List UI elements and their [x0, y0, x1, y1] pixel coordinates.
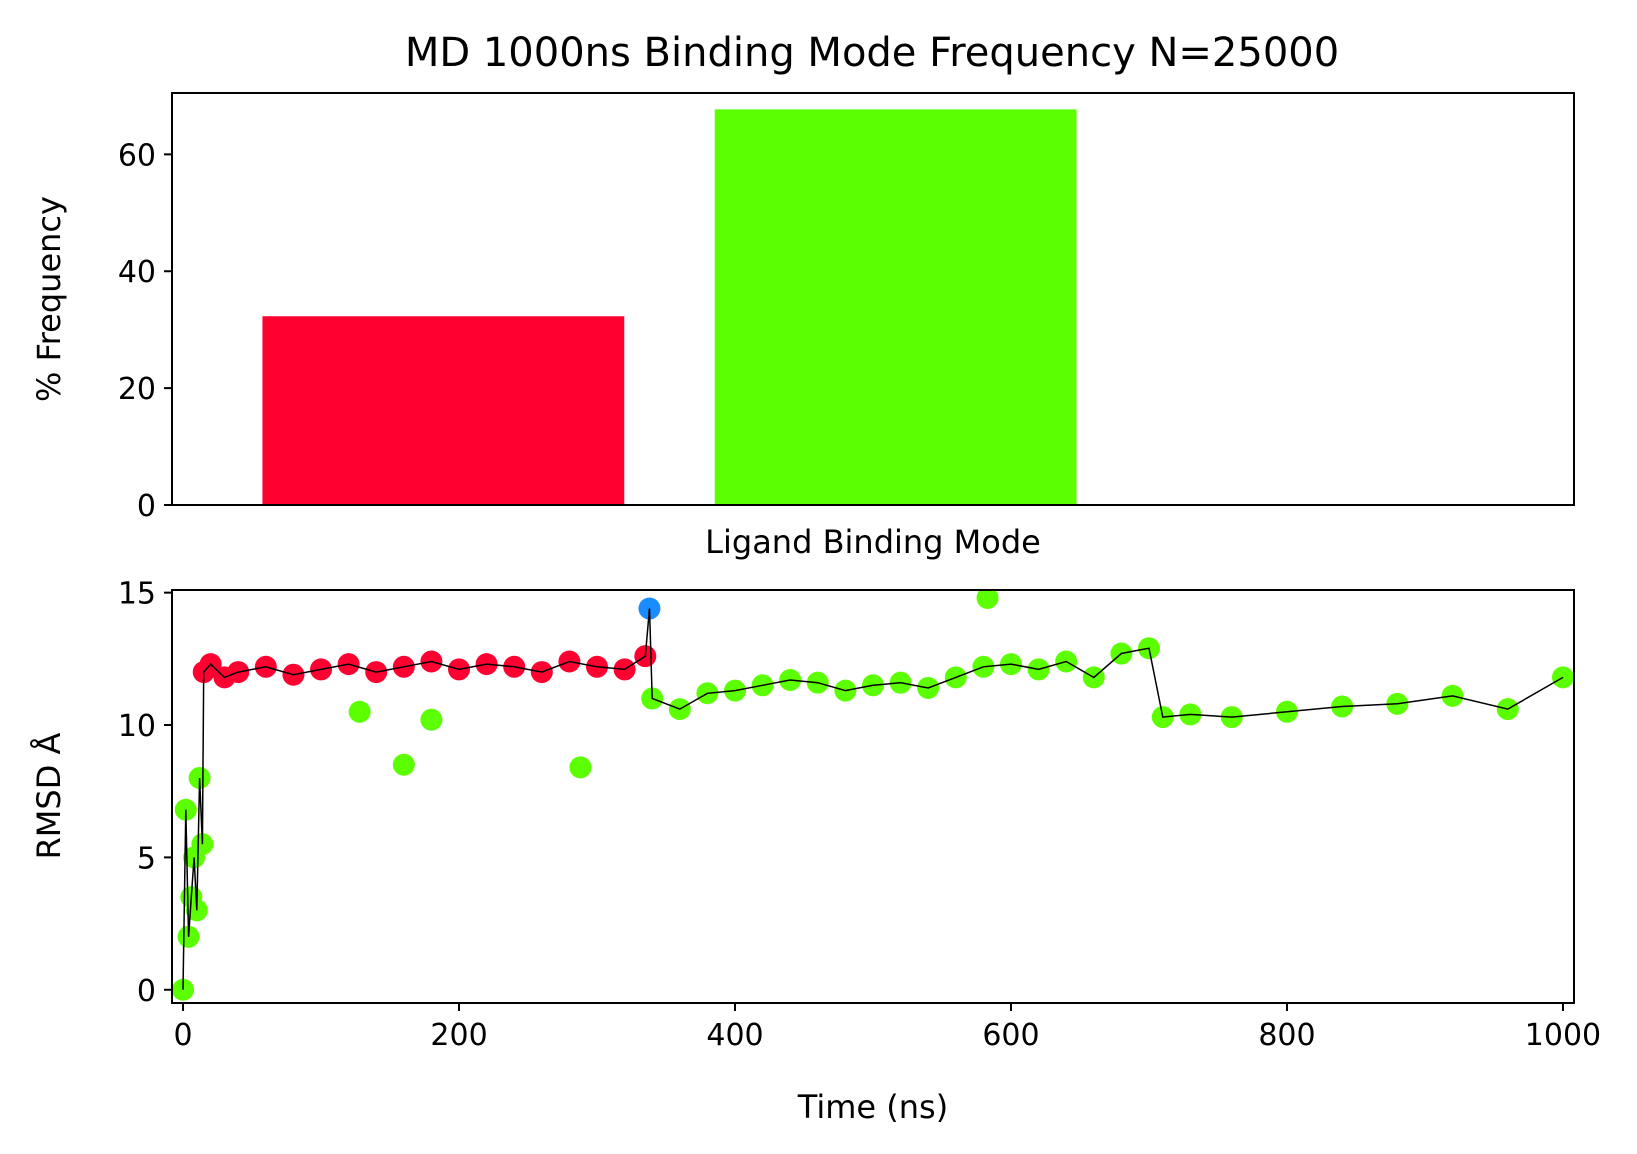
rmsd-xtick-label: 1000	[1525, 1018, 1601, 1053]
rmsd-ytick-label: 10	[118, 709, 156, 744]
figure-title: MD 1000ns Binding Mode Frequency N=25000	[405, 30, 1339, 76]
bar-mode-1	[262, 316, 624, 505]
rmsd-chart: 0 200 400 600 800 1000 0 5 10 15 Time (ns) RMSD Å	[30, 577, 1601, 1126]
rmsd-x-axis-label: Time (ns)	[797, 1088, 948, 1126]
rmsd-y-axis-label: RMSD Å	[30, 732, 68, 859]
bar-y-axis-label: % Frequency	[30, 196, 68, 402]
rmsd-ytick-label: 0	[137, 974, 156, 1009]
rmsd-xtick-label: 800	[1258, 1018, 1315, 1053]
rmsd-xtick-label: 200	[430, 1018, 487, 1053]
bar-mode-2	[715, 109, 1077, 505]
rmsd-ytick-label: 5	[137, 841, 156, 876]
rmsd-plot-area	[172, 587, 1574, 1001]
rmsd-outlier-point	[569, 756, 591, 778]
rmsd-outlier-point	[420, 709, 442, 731]
rmsd-outlier-point	[393, 754, 415, 776]
rmsd-xtick-label: 600	[982, 1018, 1039, 1053]
bar-ytick-label: 60	[118, 138, 156, 173]
rmsd-xtick-label: 0	[173, 1018, 192, 1053]
bar-chart: 0 20 40 60 Ligand Binding Mode % Frequency	[30, 93, 1574, 561]
rmsd-axis-ticks: 0 200 400 600 800 1000 0 5 10 15	[118, 577, 1601, 1053]
bar-plot-area	[262, 109, 1076, 505]
bar-ytick-label: 20	[118, 372, 156, 407]
rmsd-outlier-point	[349, 701, 371, 723]
bar-x-axis-label: Ligand Binding Mode	[705, 523, 1041, 561]
bar-ytick-label: 40	[118, 255, 156, 290]
bar-ytick-label: 0	[137, 489, 156, 524]
rmsd-trace-line	[183, 609, 1563, 990]
rmsd-ytick-label: 15	[118, 577, 156, 612]
rmsd-axes-frame	[172, 590, 1574, 1003]
rmsd-xtick-label: 400	[706, 1018, 763, 1053]
bar-y-axis-ticks: 0 20 40 60	[118, 138, 172, 524]
